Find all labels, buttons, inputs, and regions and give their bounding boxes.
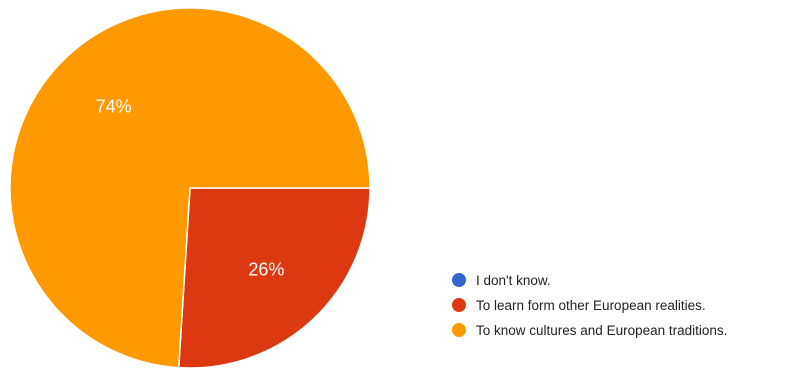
legend-swatch-learn-realities — [452, 298, 466, 312]
pie-slice-1[interactable] — [177, 187, 371, 369]
legend-swatch-know-cultures — [452, 323, 466, 337]
pie-slice-label-2: 74% — [96, 97, 132, 117]
pie-slices — [9, 7, 371, 369]
legend-swatch-i-dont-know — [452, 273, 466, 287]
legend-item-learn-realities[interactable]: To learn form other European realities. — [452, 295, 807, 316]
pie-slice-2[interactable] — [9, 7, 371, 369]
legend-item-know-cultures[interactable]: To know cultures and European traditions… — [452, 320, 807, 341]
legend-label: I don't know. — [476, 273, 551, 288]
pie-slice-labels: 26% 74% — [96, 97, 285, 280]
legend-label: To learn form other European realities. — [476, 298, 706, 313]
legend-item-i-dont-know[interactable]: I don't know. — [452, 270, 807, 291]
legend-label: To know cultures and European traditions… — [476, 323, 728, 338]
pie-slice-label-1: 26% — [248, 259, 284, 279]
chart-legend: I don't know. To learn form other Europe… — [452, 270, 807, 345]
